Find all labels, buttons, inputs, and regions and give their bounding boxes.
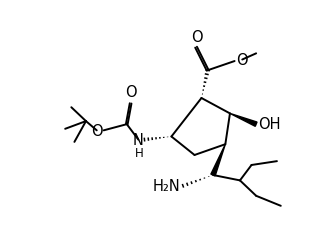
Text: O: O: [236, 53, 248, 68]
Polygon shape: [230, 113, 257, 126]
Text: O: O: [91, 124, 103, 139]
Polygon shape: [211, 144, 225, 176]
Text: H₂N: H₂N: [153, 179, 181, 194]
Text: N: N: [133, 133, 144, 148]
Text: OH: OH: [258, 117, 281, 133]
Text: H: H: [135, 147, 144, 160]
Text: O: O: [125, 85, 136, 100]
Text: O: O: [191, 30, 203, 45]
